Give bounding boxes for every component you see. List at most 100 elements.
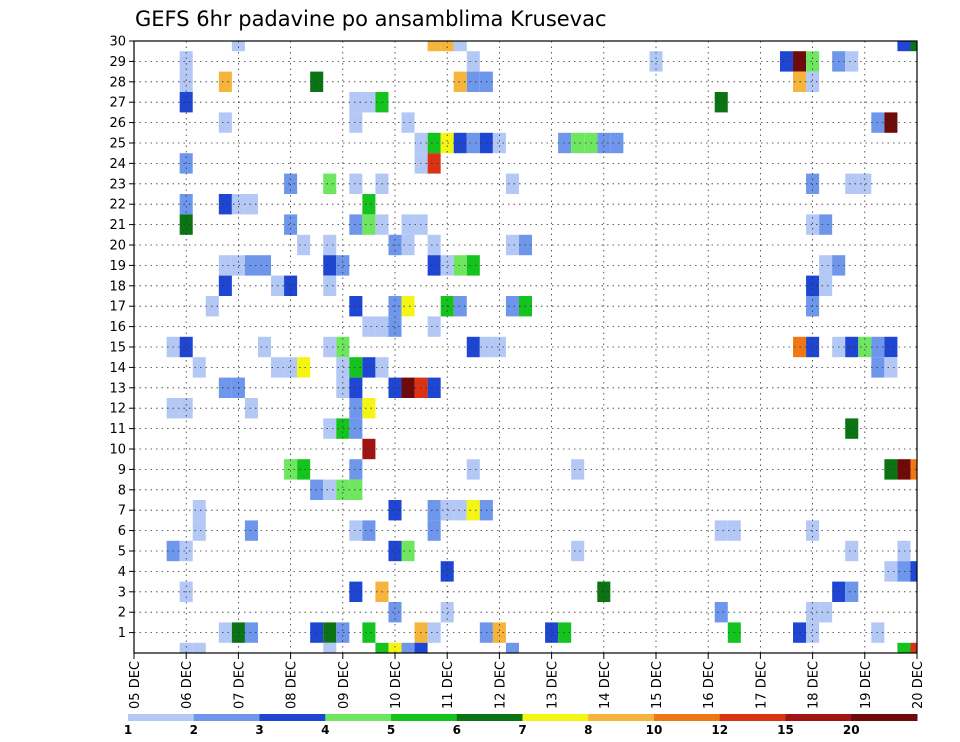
heatmap-cell [323,173,337,194]
heatmap-cell [440,255,454,276]
heatmap-cell [336,336,350,358]
heatmap-cell [323,479,337,500]
x-tick-label: 16 DEC [702,661,717,709]
heatmap-cell [362,194,376,215]
heatmap-cell [910,459,917,480]
x-tick-label: 17 DEC [754,661,769,709]
y-tick-label: 3 [118,585,126,600]
heatmap-cell [453,132,467,154]
heatmap-cell [336,357,350,378]
y-tick-label: 1 [118,626,126,641]
heatmap-cell [349,357,363,378]
x-tick-label: 09 DEC [337,661,352,709]
heatmap-cell [349,418,363,439]
y-tick-label: 22 [109,198,126,213]
legend-label: 2 [190,723,198,737]
heatmap-cell [362,520,376,541]
color-legend: 1 2 3 4 5 6 7 8 10 12 15 20 [124,714,918,737]
y-tick-label: 2 [118,606,126,621]
y-tick-label: 23 [109,177,126,192]
heatmap-cell [362,398,376,419]
heatmap-cell [244,398,258,419]
grid-lines [134,41,917,653]
heatmap-cell [284,459,298,480]
y-tick-label: 7 [118,504,126,519]
heatmap-cell [362,316,376,337]
legend-label: 15 [777,723,794,737]
heatmap-cell [427,234,441,256]
heatmap-cell [218,71,232,92]
heatmap-cell [297,357,311,378]
heatmap-cell [362,357,376,378]
x-tick-label: 14 DEC [598,661,613,709]
heatmap-cell [349,214,363,235]
x-tick-label: 08 DEC [285,661,300,709]
y-tick-label: 24 [109,157,126,172]
heatmap-cell [388,316,402,337]
y-tick-label: 5 [118,545,126,560]
heatmap-cell [910,561,917,582]
heatmap-cell [218,194,232,215]
heatmap-cell [453,41,467,52]
heatmap-cell [349,112,363,133]
heatmap-cell [284,357,298,378]
heatmap-cell [323,418,337,439]
legend-swatch [456,714,523,721]
y-tick-label: 25 [109,137,126,152]
legend-label: 6 [453,723,461,737]
heatmap-cell [401,540,415,562]
heatmap-cell [597,132,611,154]
legend-swatch [654,714,721,721]
heatmap-cell [323,275,337,296]
heatmap-cell [466,459,480,480]
heatmap-cell [571,459,585,480]
heatmap-cell [884,561,898,582]
heatmap-cell [466,132,480,154]
heatmap-cell [806,275,820,296]
legend-swatch [325,714,392,721]
heatmap-cell [910,41,917,52]
heatmap-cell [806,51,820,72]
heatmap-cell [362,622,376,643]
heatmap-cell [179,398,193,419]
heatmap-cell [349,479,363,500]
heatmap-cell [179,336,193,358]
heatmap-cell [819,255,833,276]
heatmap-cell [244,520,258,541]
heatmap-cell [231,194,245,215]
legend-label: 10 [646,723,663,737]
heatmap-cell [388,642,402,653]
y-tick-label: 21 [109,218,126,233]
legend-swatch [128,714,195,721]
heatmap-cell [349,459,363,480]
heatmap-cell [440,132,454,154]
x-tick-label: 10 DEC [389,661,404,709]
y-tick-label: 16 [109,320,126,335]
heatmap-cell [362,214,376,235]
y-tick-label: 15 [109,341,126,356]
heatmap-cell [466,255,480,276]
legend-label: 5 [387,723,395,737]
y-tick-label: 11 [109,422,126,437]
heatmap-cell [845,418,859,439]
heatmap-cell [440,41,454,52]
heatmap-cell [806,602,820,623]
heatmap-cell [192,357,206,378]
heatmap-cell [284,173,298,194]
heatmap-cell [714,520,728,541]
heatmap-cell [401,234,415,256]
heatmap-cell [218,275,232,296]
legend-swatch [391,714,458,721]
y-tick-label: 17 [109,300,126,315]
heatmap-cell [192,520,206,541]
heatmap-cell [806,71,820,92]
heatmap-cell [362,92,376,113]
heatmap-cell [492,622,506,643]
heatmap-cell [362,438,376,460]
heatmap-cell [257,255,272,276]
heatmap-cell [505,234,519,256]
heatmap-cell [505,296,519,317]
heatmap-cell [323,255,337,276]
heatmap-cell [845,581,859,602]
y-tick-label: 28 [109,75,126,90]
